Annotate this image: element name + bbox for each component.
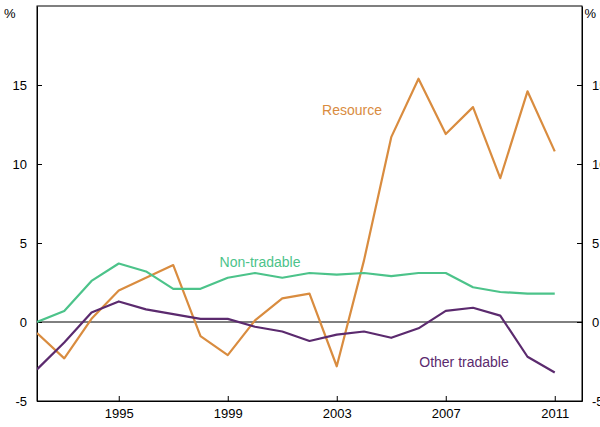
tick-mark bbox=[577, 164, 582, 165]
tick-label: 15 bbox=[13, 78, 27, 93]
tick-label: 5 bbox=[20, 236, 27, 251]
chart: -5 0 5 10 15 -5 0 5 10 15 1995 1999 2003 2007 2011%% Re… bbox=[0, 0, 600, 427]
series-label: Other tradable bbox=[419, 354, 509, 370]
tick-label: 10 bbox=[13, 157, 27, 172]
y-unit-label: % bbox=[4, 6, 16, 21]
plot-frame bbox=[37, 6, 582, 401]
tick: 10 bbox=[577, 157, 600, 172]
series-line bbox=[37, 79, 555, 367]
y-axis-right: -5 0 5 10 15 bbox=[577, 7, 600, 409]
x-axis: 1995 1999 2003 2007 2011 bbox=[38, 396, 583, 421]
tick: 2011 bbox=[541, 396, 569, 421]
tick: 1995 bbox=[105, 396, 134, 421]
series-label: Resource bbox=[322, 102, 382, 118]
axis-line bbox=[38, 401, 583, 402]
tick-mark bbox=[228, 396, 229, 401]
tick: 15 bbox=[13, 78, 42, 93]
tick-label: 5 bbox=[592, 236, 599, 251]
series-line bbox=[37, 264, 555, 322]
series-line bbox=[37, 301, 555, 372]
tick-mark bbox=[37, 164, 42, 165]
axis-line bbox=[582, 7, 583, 402]
y-unit-label: % bbox=[584, 6, 596, 21]
tick-mark bbox=[337, 396, 338, 401]
tick-label: 15 bbox=[592, 78, 600, 93]
tick: 1999 bbox=[214, 396, 243, 421]
tick-mark bbox=[37, 85, 42, 86]
tick: 5 bbox=[20, 236, 42, 251]
tick: 2003 bbox=[323, 396, 352, 421]
series-label: Non-tradable bbox=[220, 254, 301, 270]
tick: 10 bbox=[13, 157, 42, 172]
tick-label: 2011 bbox=[541, 406, 569, 421]
tick-label: 1995 bbox=[105, 406, 134, 421]
tick-label: -5 bbox=[15, 394, 27, 409]
y-axis-left: -5 0 5 10 15 bbox=[13, 7, 42, 409]
tick-mark bbox=[446, 396, 447, 401]
tick: 5 bbox=[577, 236, 599, 251]
tick-mark bbox=[119, 396, 120, 401]
zero-line bbox=[37, 322, 582, 323]
tick-label: 2003 bbox=[323, 406, 352, 421]
tick-label: 1999 bbox=[214, 406, 243, 421]
tick-mark bbox=[37, 243, 42, 244]
tick-label: 10 bbox=[592, 157, 600, 172]
axis-line bbox=[37, 7, 38, 402]
tick-label: 2007 bbox=[432, 406, 461, 421]
tick-label: 0 bbox=[592, 315, 599, 330]
tick-mark bbox=[555, 396, 556, 401]
tick: 2007 bbox=[432, 396, 461, 421]
tick-label: -5 bbox=[592, 394, 600, 409]
tick-mark bbox=[577, 243, 582, 244]
tick: 15 bbox=[577, 78, 600, 93]
plot-area bbox=[37, 79, 555, 373]
tick-label: 0 bbox=[20, 315, 27, 330]
tick-mark bbox=[577, 85, 582, 86]
